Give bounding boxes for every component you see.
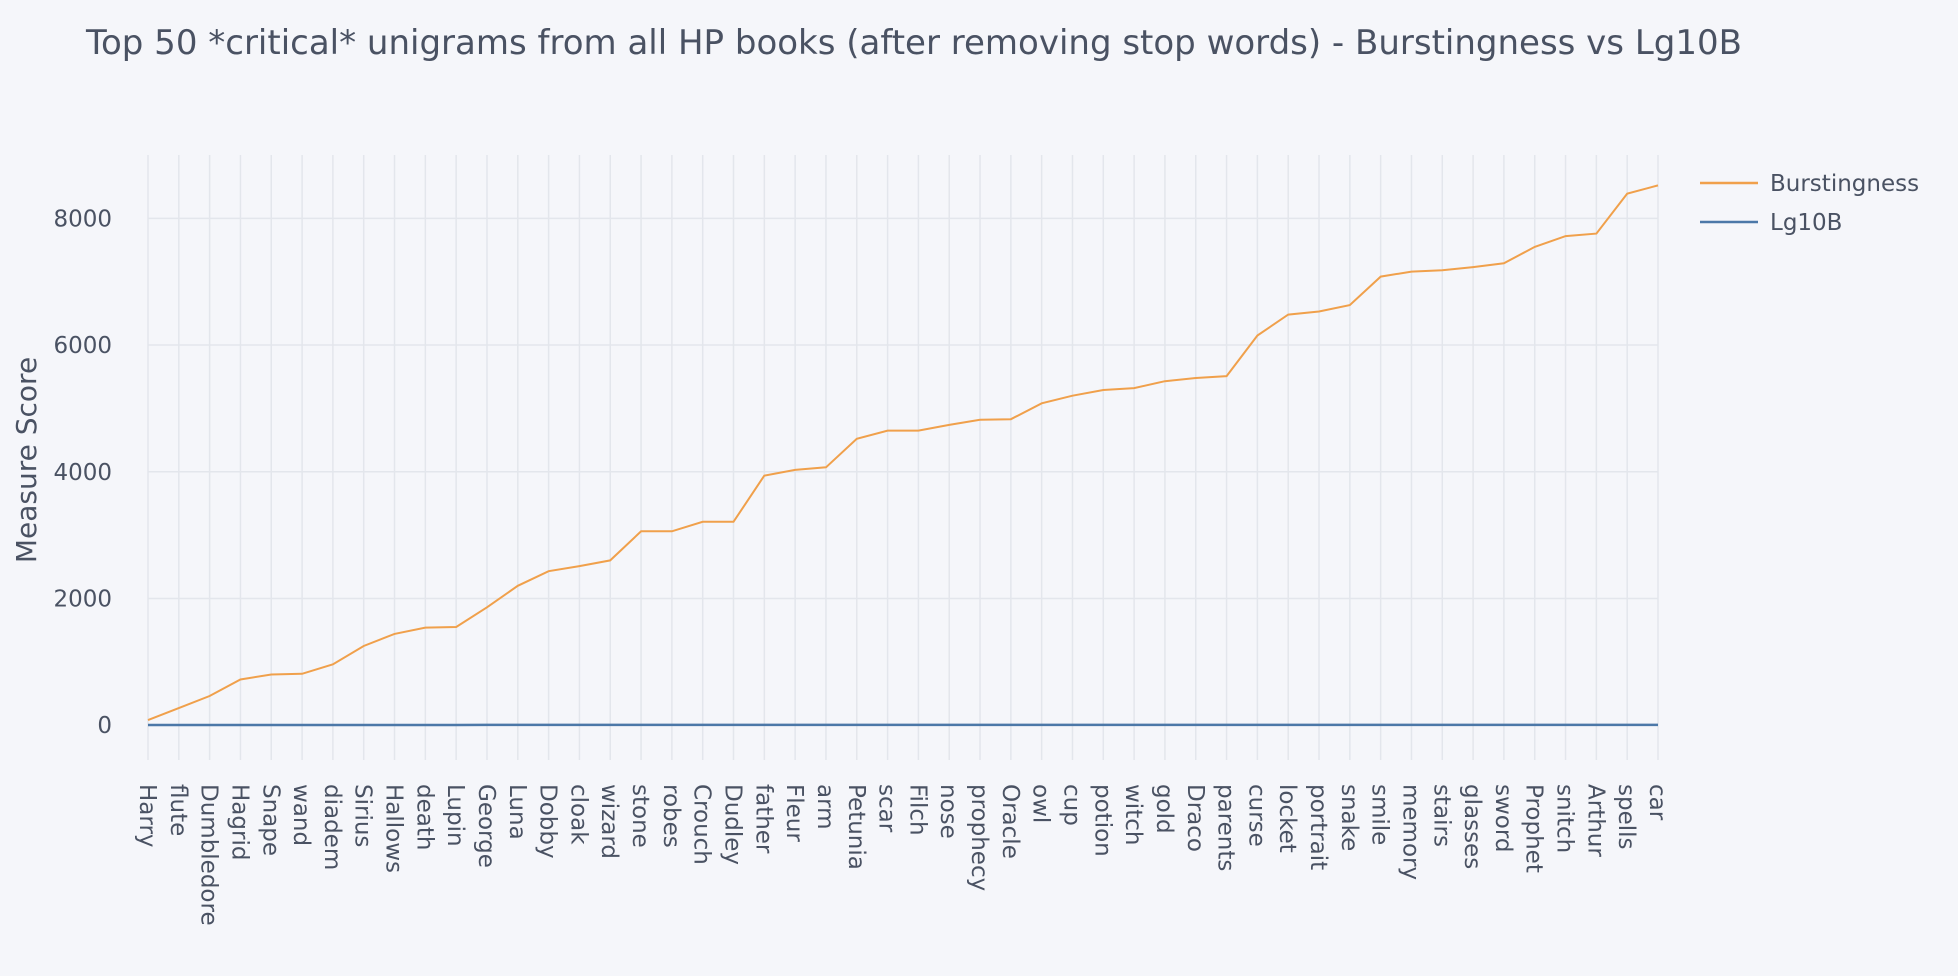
grid-layer [147,155,1659,760]
x-tick-label: George [473,784,499,868]
y-tick-label: 8000 [53,206,112,232]
y-tick-label: 0 [97,713,112,739]
x-tick-label: cup [1058,784,1084,826]
x-tick-label: Harry [134,784,160,848]
x-tick-label: robes [658,784,684,848]
series-layer [147,184,1659,727]
x-tick-label: glasses [1459,784,1485,869]
y-tick-label: 4000 [53,460,112,486]
x-tick-label: car [1644,784,1670,821]
x-tick-label: Petunia [843,784,869,870]
x-tick-label: owl [1028,784,1054,823]
x-tick-label: sword [1490,784,1516,853]
x-tick-label: stone [627,784,653,848]
x-tick-label: snitch [1552,784,1578,853]
x-tick-label: Hagrid [226,784,252,860]
legend-label: Burstingness [1770,171,1919,197]
x-tick-label: parents [1213,784,1239,871]
x-tick-label: cloak [565,784,591,845]
x-tick-label: Fleur [781,784,807,842]
x-tick-label: portrait [1305,784,1331,870]
x-tick-label: spells [1613,784,1639,850]
x-tick-label: Dobby [535,784,561,859]
x-tick-label: Crouch [689,784,715,865]
x-tick-label: potion [1089,784,1115,857]
legend-item-burstingness[interactable]: Burstingness [1700,171,1919,197]
x-tick-label: curse [1243,784,1269,847]
x-axis-ticks: Harry flute Dumbledore Hagrid Snape wand diade… [134,784,1670,926]
x-tick-label: flute [165,784,191,836]
x-tick-label: witch [1120,784,1146,845]
x-tick-label: Draco [1182,784,1208,852]
x-tick-label: Arthur [1582,784,1608,857]
x-tick-label: Oracle [997,784,1023,859]
x-tick-label: father [750,784,776,854]
series-line-burstingness[interactable] [147,184,1659,722]
x-tick-label: wand [288,784,314,846]
chart-title: Top 50 *critical* unigrams from all HP b… [85,23,1742,63]
x-tick-label: wizard [596,784,622,859]
x-tick-label: Snape [257,784,283,856]
x-tick-label: Dudley [720,784,746,865]
x-tick-label: diadem [319,784,345,870]
x-tick-label: Filch [904,784,930,836]
x-tick-label: Prophet [1521,784,1547,873]
y-tick-label: 6000 [53,333,112,359]
y-axis-ticks: 0 2000 4000 6000 8000 [53,206,112,739]
x-tick-label: locket [1274,784,1300,853]
x-tick-label: Lupin [442,784,468,847]
x-tick-label: stairs [1428,784,1454,847]
x-tick-label: snake [1336,784,1362,851]
x-tick-label: arm [812,784,838,830]
x-tick-label: Hallows [381,784,407,873]
legend-label: Lg10B [1770,210,1842,236]
x-tick-label: gold [1151,784,1177,834]
x-tick-label: prophecy [966,784,992,891]
legend[interactable]: Burstingness Lg10B [1700,171,1919,236]
y-axis-title: Measure Score [10,357,43,563]
x-tick-label: Dumbledore [196,784,222,926]
x-tick-label: death [411,784,437,850]
x-tick-label: Luna [504,784,530,840]
x-tick-label: scar [874,784,900,833]
x-tick-label: Sirius [350,784,376,847]
legend-item-lg10b[interactable]: Lg10B [1700,210,1842,236]
x-tick-label: smile [1367,784,1393,845]
x-tick-label: memory [1397,784,1423,880]
x-tick-label: nose [935,784,961,839]
y-tick-label: 2000 [53,586,112,612]
